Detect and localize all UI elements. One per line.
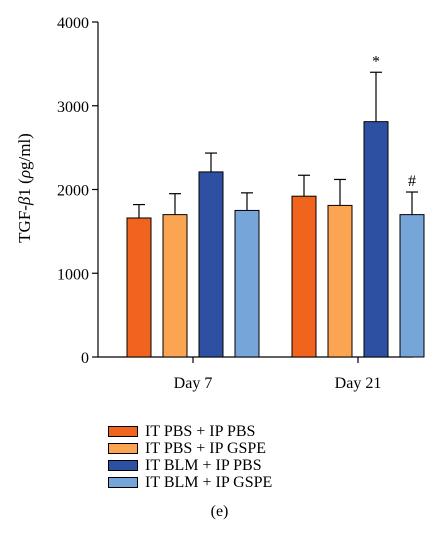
- x-axis: Day 7 Day 21: [98, 356, 413, 392]
- significance-marker: #: [408, 173, 416, 190]
- panel-label: (e): [210, 503, 229, 520]
- legend-item: IT BLM + IP PBS: [108, 457, 272, 474]
- legend-swatch: [108, 443, 138, 454]
- bar: [234, 209, 260, 358]
- bar: [162, 214, 188, 358]
- legend-label: IT BLM + IP GSPE: [145, 474, 273, 491]
- y-axis-label-prefix: TGF-: [15, 205, 34, 243]
- bar: [327, 204, 353, 358]
- y-tick-label: 2000: [57, 183, 89, 200]
- bar: [291, 195, 317, 358]
- legend-label: IT PBS + IP GSPE: [145, 440, 267, 457]
- bars: [126, 71, 425, 358]
- bar: [198, 171, 224, 358]
- legend-swatch: [108, 477, 138, 488]
- significance-marker: *: [372, 53, 380, 70]
- y-axis: 0 1000 2000 3000 4000: [57, 15, 99, 367]
- bar: [126, 217, 152, 358]
- bar: [363, 121, 389, 358]
- y-axis-label-one: 1: [15, 188, 34, 197]
- y-tick-label: 3000: [57, 99, 89, 116]
- y-axis-label-open: (: [15, 178, 34, 188]
- y-axis-label-rho: ρ: [15, 170, 34, 179]
- y-axis-label-beta: β: [15, 196, 34, 206]
- legend-swatch: [108, 460, 138, 471]
- legend-item: IT PBS + IP GSPE: [108, 440, 272, 457]
- legend-label: IT PBS + IP PBS: [145, 423, 256, 440]
- y-tick-label: 4000: [57, 15, 89, 32]
- legend-swatch: [108, 426, 138, 437]
- x-tick-label: Day 21: [335, 375, 382, 392]
- y-tick-label: 0: [81, 350, 89, 367]
- x-tick-label: Day 7: [174, 375, 213, 392]
- legend-label: IT BLM + IP PBS: [145, 457, 262, 474]
- legend: IT PBS + IP PBS IT PBS + IP GSPE IT BLM + …: [108, 423, 272, 491]
- y-tick-label: 1000: [57, 266, 89, 283]
- bar: [399, 214, 425, 358]
- y-axis-label-unit: g/ml): [15, 133, 34, 170]
- legend-item: IT PBS + IP PBS: [108, 423, 272, 440]
- y-axis-label: TGF-β1 (ρg/ml): [15, 133, 34, 243]
- annotations: *#: [372, 53, 416, 190]
- legend-item: IT BLM + IP GSPE: [108, 474, 272, 491]
